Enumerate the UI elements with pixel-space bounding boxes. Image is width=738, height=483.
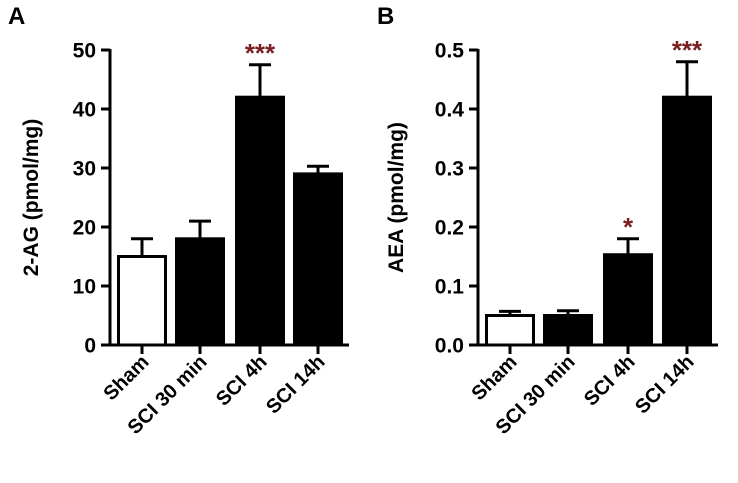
y-tick-label-b-2: 0.2 — [435, 217, 464, 240]
significance-b-2: * — [623, 212, 634, 242]
panel-letter-a: A — [8, 3, 25, 30]
bar-a-2 — [235, 95, 285, 347]
y-tick-label-b-0: 0.0 — [435, 335, 464, 358]
x-tick-label-a-0: Sham — [99, 351, 153, 405]
y-tick-label-a-5: 50 — [73, 40, 96, 63]
y-tick-label-b-3: 0.3 — [435, 158, 464, 181]
x-tick-label-b-0: Sham — [467, 351, 521, 405]
y-tick-label-a-4: 40 — [73, 99, 96, 122]
bar-b-3 — [662, 95, 712, 347]
x-tick-label-b-3: SCI 14h — [631, 351, 698, 418]
bar-b-2 — [603, 253, 653, 347]
bar-b-1 — [543, 314, 593, 347]
y-tick-label-a-1: 10 — [73, 276, 96, 299]
x-tick-label-b-2: SCI 4h — [580, 351, 640, 411]
y-tick-label-a-2: 20 — [73, 217, 96, 240]
y-axis-label-b: AEA (pmol/mg) — [385, 122, 408, 273]
y-tick-label-b-5: 0.5 — [435, 40, 465, 63]
y-tick-label-b-1: 0.1 — [435, 276, 465, 299]
y-tick-label-b-4: 0.4 — [435, 99, 465, 122]
y-tick-label-a-3: 30 — [73, 158, 96, 181]
x-tick-label-a-3: SCI 14h — [262, 351, 329, 418]
bar-a-3 — [293, 172, 343, 347]
y-tick-label-a-0: 0 — [84, 335, 96, 358]
bar-a-1 — [175, 237, 225, 347]
significance-b-3: *** — [672, 35, 703, 65]
bar-b-0 — [485, 314, 535, 347]
panel-b: B AEA (pmol/mg) 0.0 0.1 0.2 0.3 0.4 0.5 Sham SCI … — [377, 3, 718, 439]
significance-a-2: *** — [245, 38, 276, 68]
y-axis-label-a: 2-AG (pmol/mg) — [20, 119, 43, 277]
panel-letter-b: B — [377, 3, 394, 30]
bar-a-0 — [117, 255, 167, 347]
